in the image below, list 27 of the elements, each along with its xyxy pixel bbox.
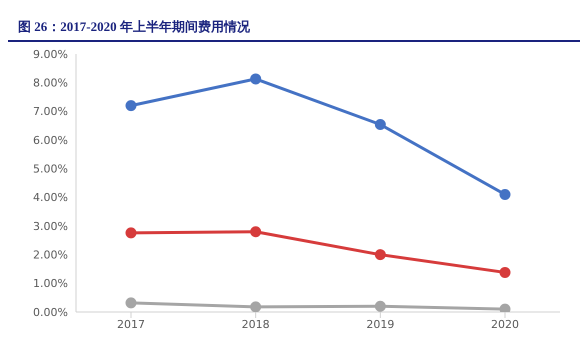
y-tick-label: 2.00% [33,248,68,262]
y-tick-label: 9.00% [33,48,68,61]
point [126,227,136,238]
chart-title: 图 26：2017-2020 年上半年期间费用情况 [8,8,580,42]
point [500,188,510,200]
point [374,119,386,130]
point [374,249,386,260]
y-tick-label: 0.00% [33,306,68,319]
point [374,300,386,312]
point [126,100,136,112]
point [250,73,262,84]
x-tick-label: 2017 [117,318,145,331]
point [126,297,136,308]
y-tick-label: 5.00% [33,162,68,176]
y-tick-label: 7.00% [33,105,68,118]
x-tick-label: 2019 [366,318,394,331]
x-tick-label: 2018 [242,318,270,331]
point [500,266,510,278]
y-tick-label: 3.00% [33,220,68,233]
point [250,226,262,238]
x-tick-label: 2020 [491,318,519,331]
y-tick-label: 1.00% [33,277,68,290]
y-tick-label: 8.00% [33,76,68,90]
point [250,301,262,312]
y-tick-label: 4.00% [33,191,68,204]
point [500,304,510,312]
y-tick-label: 6.00% [33,134,68,147]
